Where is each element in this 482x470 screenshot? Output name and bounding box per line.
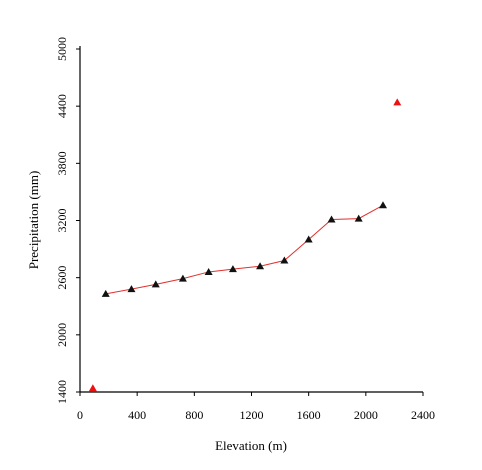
axes <box>79 46 423 393</box>
data-point-marker <box>393 98 402 106</box>
y-tick-label: 3800 <box>55 151 69 175</box>
y-tick-label: 5000 <box>55 37 69 61</box>
x-tick-label: 0 <box>77 408 83 422</box>
y-tick-label: 2600 <box>55 266 69 290</box>
series-line <box>105 204 384 295</box>
x-tick-label: 1200 <box>240 408 264 422</box>
x-tick-label: 2000 <box>354 408 378 422</box>
data-point-marker <box>151 280 160 288</box>
data-point-marker <box>101 289 110 297</box>
x-tick-label: 800 <box>185 408 203 422</box>
data-point-marker <box>256 262 265 270</box>
data-point-marker <box>304 235 313 243</box>
data-point-marker <box>228 265 237 273</box>
y-tick-label: 1400 <box>55 380 69 404</box>
x-tick-label: 1600 <box>297 408 321 422</box>
data-point-marker <box>204 267 213 275</box>
y-tick-label: 3200 <box>55 209 69 233</box>
data-point-marker <box>378 201 387 209</box>
data-point-marker <box>354 214 363 222</box>
x-tick-label: 400 <box>128 408 146 422</box>
data-point-marker <box>178 274 187 282</box>
data-point-marker <box>327 215 336 223</box>
data-point-marker <box>88 384 97 392</box>
data-point-marker <box>280 256 289 264</box>
x-axis-label: Elevation (m) <box>215 438 287 453</box>
y-tick-label: 2000 <box>55 323 69 347</box>
ticks: 0 400 800 1200 1600 2000 2400 1400 2000 2600 3200 3… <box>55 37 435 422</box>
x-tick-label: 2400 <box>411 408 435 422</box>
y-axis-label: Precipitation (mm) <box>26 171 41 270</box>
data-point-marker <box>127 285 136 293</box>
plot-area <box>88 98 402 392</box>
y-tick-label: 4400 <box>55 94 69 118</box>
